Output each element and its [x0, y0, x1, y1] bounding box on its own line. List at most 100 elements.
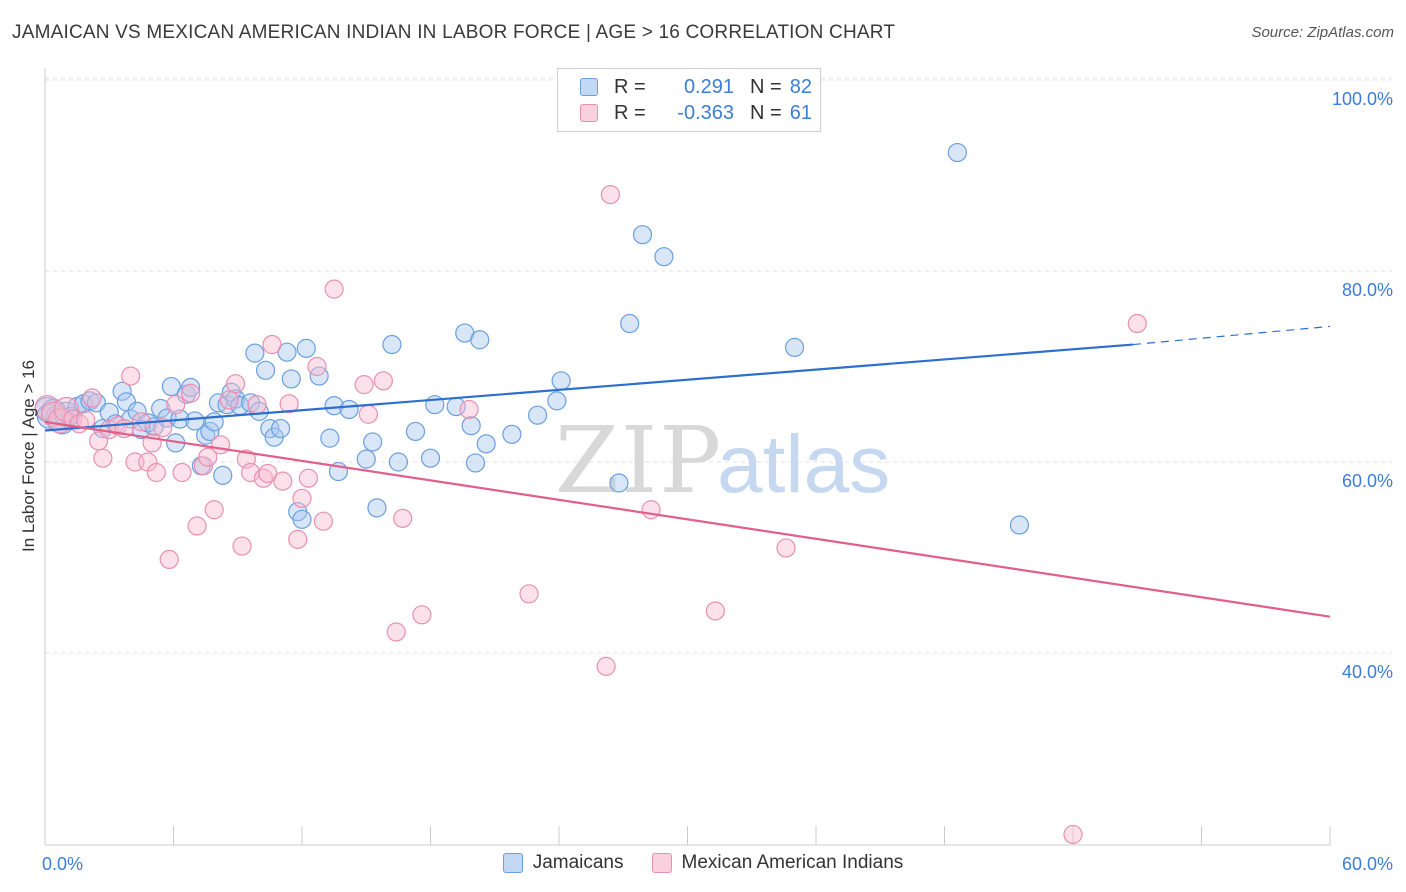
data-point	[219, 390, 239, 410]
data-point	[609, 473, 629, 493]
data-point	[281, 369, 301, 389]
data-point	[405, 421, 426, 442]
data-point	[307, 356, 327, 377]
data-point	[292, 488, 312, 508]
data-point	[99, 402, 119, 422]
data-point	[519, 584, 539, 604]
legend-n-value: 61	[789, 101, 812, 124]
y-tick-label: 100.0%	[1332, 89, 1393, 109]
data-point	[476, 434, 496, 454]
data-point	[1127, 313, 1147, 334]
data-point	[358, 404, 378, 424]
data-point	[373, 371, 393, 391]
data-point	[461, 416, 481, 436]
data-point	[298, 468, 319, 488]
data-point	[320, 428, 340, 448]
data-point	[262, 334, 282, 355]
legend-label-mexican-american-indians: Mexican American Indians	[681, 852, 904, 873]
legend-n-label: N =	[750, 101, 782, 124]
legend-n-value: 82	[789, 75, 812, 98]
data-point	[255, 360, 276, 380]
legend-swatch-blue	[502, 853, 523, 873]
watermark: ZIP atlas	[555, 407, 890, 514]
data-point	[187, 516, 207, 536]
data-point	[547, 391, 567, 411]
series-mexican-american-indians-points	[34, 185, 1147, 845]
data-point	[296, 338, 316, 358]
trend-lines	[44, 325, 1331, 618]
legend-swatch-blue	[580, 78, 598, 96]
chart-title: JAMAICAN VS MEXICAN AMERICAN INDIAN IN L…	[12, 22, 896, 43]
data-point	[226, 374, 246, 394]
data-point	[232, 536, 252, 556]
grid-lines	[45, 77, 1392, 654]
legend-item-mexican-american-indians[interactable]: Mexican American Indians	[651, 852, 904, 874]
data-point	[93, 448, 113, 468]
legend-r-value: 0.291	[683, 75, 734, 98]
data-point	[181, 377, 201, 398]
data-points	[34, 142, 1147, 845]
data-point	[121, 366, 141, 386]
y-tick-label: 80.0%	[1342, 280, 1393, 300]
data-point	[551, 371, 571, 391]
data-point	[502, 424, 522, 444]
data-point	[527, 405, 548, 425]
data-point	[82, 388, 102, 408]
legend-swatch-pink	[651, 853, 672, 873]
data-point	[159, 549, 179, 570]
source-label: Source: ZipAtlas.com	[1251, 24, 1394, 41]
legend-n-label: N =	[750, 75, 782, 98]
data-point	[470, 330, 490, 350]
data-point	[367, 498, 387, 518]
data-point	[270, 418, 291, 439]
data-point	[382, 334, 402, 355]
data-point	[313, 511, 334, 531]
data-point	[324, 279, 344, 299]
legend-row-jamaicans: R = 0.291 N = 82	[580, 75, 812, 99]
data-point	[339, 399, 359, 420]
data-point	[292, 509, 312, 529]
data-point	[459, 399, 479, 420]
data-point	[705, 601, 725, 621]
trend-line-extension	[1132, 325, 1331, 346]
data-point	[273, 471, 293, 491]
data-point	[1009, 515, 1030, 535]
data-point	[784, 337, 805, 357]
legend-row-mexican-american-indians: R = -0.363 N = 61	[580, 101, 812, 125]
watermark-atlas: atlas	[717, 419, 890, 510]
legend-item-jamaicans[interactable]: Jamaicans	[502, 852, 624, 874]
data-point	[388, 452, 408, 472]
data-point	[213, 465, 233, 485]
data-point	[356, 449, 376, 469]
data-point	[1063, 824, 1083, 845]
data-point	[53, 396, 80, 423]
data-point	[654, 247, 674, 267]
data-point	[412, 605, 432, 625]
data-point	[204, 500, 224, 520]
data-point	[198, 447, 218, 467]
data-point	[181, 383, 201, 403]
data-point	[393, 508, 413, 528]
legend-r-value: -0.363	[677, 101, 734, 124]
data-point	[47, 408, 73, 434]
data-point	[146, 462, 166, 483]
trend-line	[44, 343, 1134, 432]
x-tick-label: 0.0%	[42, 854, 83, 874]
watermark-zip: ZIP	[555, 407, 723, 514]
tick-labels: 100.0% 80.0% 60.0% 40.0% 0.0% 60.0%	[42, 89, 1393, 874]
axes	[44, 68, 1331, 846]
trend-line	[44, 420, 1331, 618]
data-point	[596, 656, 616, 676]
data-point	[185, 411, 205, 431]
data-point	[354, 375, 374, 395]
y-tick-label: 40.0%	[1342, 662, 1393, 682]
y-axis-label: In Labor Force | Age > 16	[19, 360, 38, 552]
data-point	[166, 395, 186, 415]
data-point	[260, 418, 280, 439]
data-point	[309, 366, 329, 386]
data-point	[172, 462, 192, 483]
data-point	[200, 421, 220, 442]
data-point	[245, 343, 265, 363]
data-point	[153, 418, 173, 438]
